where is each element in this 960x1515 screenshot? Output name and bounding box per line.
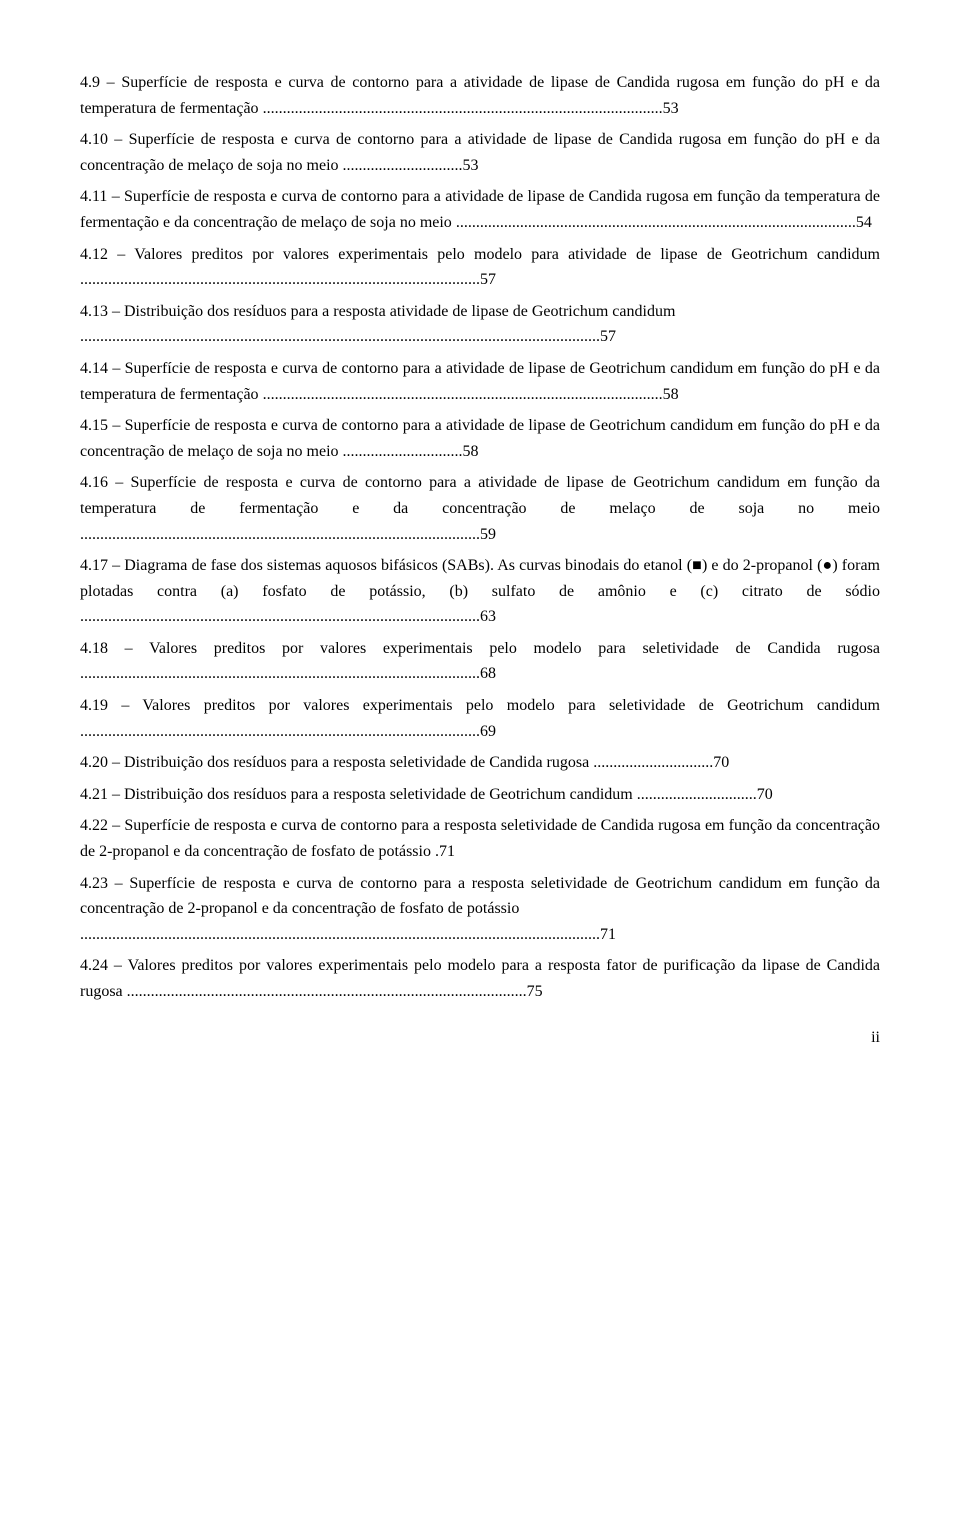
- toc-entry: 4.12 – Valores preditos por valores expe…: [80, 242, 880, 293]
- toc-entry-page: 70: [713, 754, 729, 771]
- toc-entry-page: 69: [480, 723, 496, 740]
- toc-entry-label: 4.16: [80, 474, 108, 491]
- toc-entry-leader: ........................................…: [80, 608, 480, 625]
- toc-entry: 4.20 – Distribuição dos resíduos para a …: [80, 750, 880, 776]
- toc-entry-leader: ..............................: [339, 443, 463, 460]
- toc-entry-page: 70: [757, 786, 773, 803]
- toc-entry-leader: ........................................…: [80, 665, 480, 682]
- toc-entry-page: 54: [856, 214, 872, 231]
- toc-entry-label: 4.24: [80, 957, 108, 974]
- toc-entry-page: 63: [480, 608, 496, 625]
- toc-entry-label: 4.14: [80, 360, 108, 377]
- toc-entry-text: – Superfície de resposta e curva de cont…: [80, 417, 880, 460]
- toc-entry-leader: ........................................…: [80, 926, 600, 943]
- toc-entry-label: 4.20: [80, 754, 108, 771]
- toc-entry-leader: ........................................…: [80, 526, 480, 543]
- toc-entry-label: 4.22: [80, 817, 108, 834]
- toc-entry-text: – Superfície de resposta e curva de cont…: [80, 131, 880, 174]
- toc-entry-label: 4.19: [80, 697, 108, 714]
- toc-entry: 4.13 – Distribuição dos resíduos para a …: [80, 299, 880, 350]
- toc-entry-page: 68: [480, 665, 496, 682]
- toc-entry-page: 57: [600, 328, 616, 345]
- toc-entry-text: – Distribuição dos resíduos para a respo…: [108, 754, 589, 771]
- toc-entry-page: 71: [439, 843, 455, 860]
- toc-entry-label: 4.13: [80, 303, 108, 320]
- toc-entry-text: – Valores preditos por valores experimen…: [108, 697, 880, 714]
- toc-entry-leader: ........................................…: [452, 214, 856, 231]
- toc-entry-text: – Distribuição dos resíduos para a respo…: [108, 303, 675, 320]
- table-of-contents: 4.9 – Superfície de resposta e curva de …: [80, 70, 880, 1005]
- toc-entry-leader: ........................................…: [259, 386, 663, 403]
- toc-entry-label: 4.9: [80, 74, 100, 91]
- toc-entry-text: – Diagrama de fase dos sistemas aquosos …: [80, 557, 880, 600]
- toc-entry-text: – Superfície de resposta e curva de cont…: [80, 875, 880, 918]
- page-number: ii: [80, 1025, 880, 1051]
- toc-entry-page: 53: [663, 100, 679, 117]
- toc-entry-leader: ..............................: [589, 754, 713, 771]
- toc-entry: 4.17 – Diagrama de fase dos sistemas aqu…: [80, 553, 880, 630]
- toc-entry-leader: ........................................…: [123, 983, 527, 1000]
- toc-entry-label: 4.18: [80, 640, 108, 657]
- toc-entry-text: – Superfície de resposta e curva de cont…: [80, 474, 880, 517]
- toc-entry-label: 4.10: [80, 131, 108, 148]
- toc-entry-leader: ..............................: [339, 157, 463, 174]
- toc-entry-label: 4.17: [80, 557, 108, 574]
- toc-entry-text: – Valores preditos por valores experimen…: [108, 246, 880, 263]
- toc-entry-page: 71: [600, 926, 616, 943]
- toc-entry: 4.22 – Superfície de resposta e curva de…: [80, 813, 880, 864]
- toc-entry: 4.23 – Superfície de resposta e curva de…: [80, 871, 880, 948]
- toc-entry: 4.18 – Valores preditos por valores expe…: [80, 636, 880, 687]
- toc-entry-leader: ........................................…: [80, 328, 600, 345]
- toc-entry-leader: ........................................…: [80, 723, 480, 740]
- toc-entry-leader: ..............................: [633, 786, 757, 803]
- toc-entry-page: 58: [663, 386, 679, 403]
- toc-entry: 4.10 – Superfície de resposta e curva de…: [80, 127, 880, 178]
- toc-entry-label: 4.12: [80, 246, 108, 263]
- toc-entry-page: 58: [463, 443, 479, 460]
- toc-entry-page: 53: [463, 157, 479, 174]
- toc-entry: 4.14 – Superfície de resposta e curva de…: [80, 356, 880, 407]
- toc-entry-leader: .: [431, 843, 439, 860]
- toc-entry-text: – Superfície de resposta e curva de cont…: [80, 817, 880, 860]
- toc-entry: 4.15 – Superfície de resposta e curva de…: [80, 413, 880, 464]
- toc-entry-text: – Distribuição dos resíduos para a respo…: [108, 786, 633, 803]
- toc-entry: 4.9 – Superfície de resposta e curva de …: [80, 70, 880, 121]
- toc-entry-label: 4.23: [80, 875, 108, 892]
- toc-entry: 4.21 – Distribuição dos resíduos para a …: [80, 782, 880, 808]
- toc-entry-text: – Valores preditos por valores experimen…: [108, 640, 880, 657]
- toc-entry: 4.16 – Superfície de resposta e curva de…: [80, 470, 880, 547]
- toc-entry-label: 4.11: [80, 188, 107, 205]
- toc-entry-page: 75: [527, 983, 543, 1000]
- toc-entry-page: 57: [480, 271, 496, 288]
- toc-entry-leader: ........................................…: [259, 100, 663, 117]
- toc-entry: 4.24 – Valores preditos por valores expe…: [80, 953, 880, 1004]
- toc-entry: 4.11 – Superfície de resposta e curva de…: [80, 184, 880, 235]
- toc-entry: 4.19 – Valores preditos por valores expe…: [80, 693, 880, 744]
- toc-entry-leader: ........................................…: [80, 271, 480, 288]
- toc-entry-label: 4.21: [80, 786, 108, 803]
- toc-entry-label: 4.15: [80, 417, 108, 434]
- toc-entry-page: 59: [480, 526, 496, 543]
